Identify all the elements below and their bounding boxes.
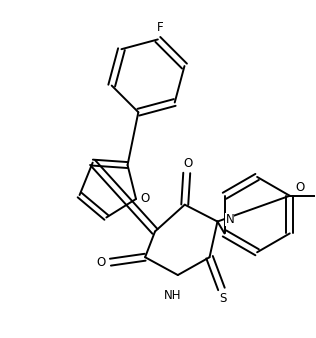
Text: O: O (96, 256, 105, 269)
Text: F: F (156, 21, 163, 34)
Text: NH: NH (164, 289, 182, 302)
Text: O: O (183, 156, 192, 170)
Text: O: O (140, 192, 149, 206)
Text: O: O (295, 181, 304, 194)
Text: N: N (225, 213, 234, 226)
Text: S: S (220, 292, 227, 305)
Text: H: H (173, 289, 182, 302)
